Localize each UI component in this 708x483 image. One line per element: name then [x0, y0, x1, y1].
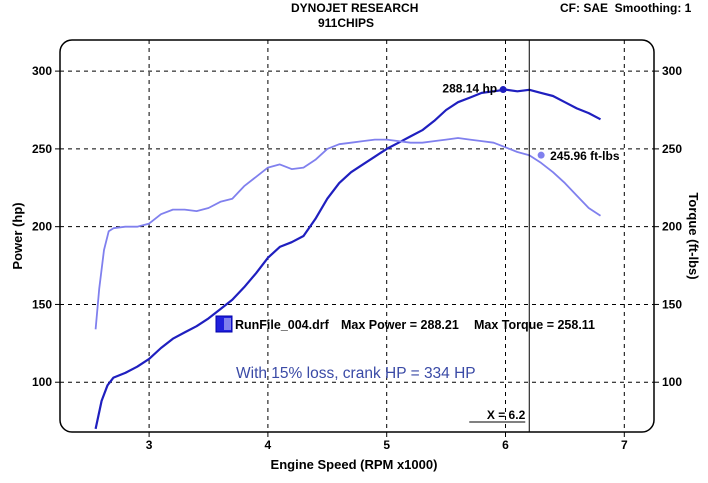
legend-run-file: RunFile_004.drf [235, 318, 330, 332]
series-line-power [94, 88, 602, 430]
y-axis-label-right: Torque (ft-lbs) [686, 192, 701, 279]
cursor-layer: X = 6.2 [469, 40, 530, 432]
y-axis-label-left: Power (hp) [10, 202, 25, 269]
y-tick-label-right: 300 [662, 64, 682, 78]
cursor-label: X = 6.2 [487, 408, 526, 422]
y-tick-label-left: 300 [32, 64, 52, 78]
axes: 3 4 5 6 7 100 150 200 250 300 100 150 200 250 300 [32, 64, 682, 452]
settings-label: CF: SAE Smoothing: 1 [560, 1, 692, 15]
x-tick-label: 7 [621, 438, 628, 452]
app-title: DYNOJET RESEARCH [291, 1, 419, 15]
grid [60, 40, 654, 432]
annotation-torque-label: 245.96 ft-lbs [550, 149, 620, 163]
app-subtitle: 911CHIPS [318, 16, 375, 30]
x-tick-label: 3 [146, 438, 153, 452]
annotations: 288.14 hp 245.96 ft-lbs [442, 82, 619, 164]
annotation-power-label: 288.14 hp [442, 82, 497, 96]
legend-swatch-inner [224, 318, 231, 330]
legend-max-power: Max Power = 288.21 [341, 318, 459, 332]
y-tick-label-right: 100 [662, 375, 682, 389]
y-tick-label-right: 200 [662, 220, 682, 234]
annotation-marker [499, 86, 507, 94]
x-tick-label: 5 [383, 438, 390, 452]
y-tick-label-left: 250 [32, 142, 52, 156]
legend-max-torque: Max Torque = 258.11 [474, 318, 595, 332]
x-axis-label: Engine Speed (RPM x1000) [271, 457, 438, 472]
series-layer [94, 88, 602, 430]
y-tick-label-left: 200 [32, 220, 52, 234]
y-tick-label-left: 150 [32, 297, 52, 311]
y-tick-label-left: 100 [32, 375, 52, 389]
y-tick-label-right: 250 [662, 142, 682, 156]
y-tick-label-right: 150 [662, 297, 682, 311]
crank-hp-note: With 15% loss, crank HP = 334 HP [236, 365, 476, 382]
x-tick-label: 4 [265, 438, 272, 452]
series-line-torque [94, 137, 601, 330]
annotation-marker [537, 151, 545, 159]
x-tick-label: 6 [502, 438, 509, 452]
legend: RunFile_004.drf Max Power = 288.21 Max T… [215, 315, 595, 333]
